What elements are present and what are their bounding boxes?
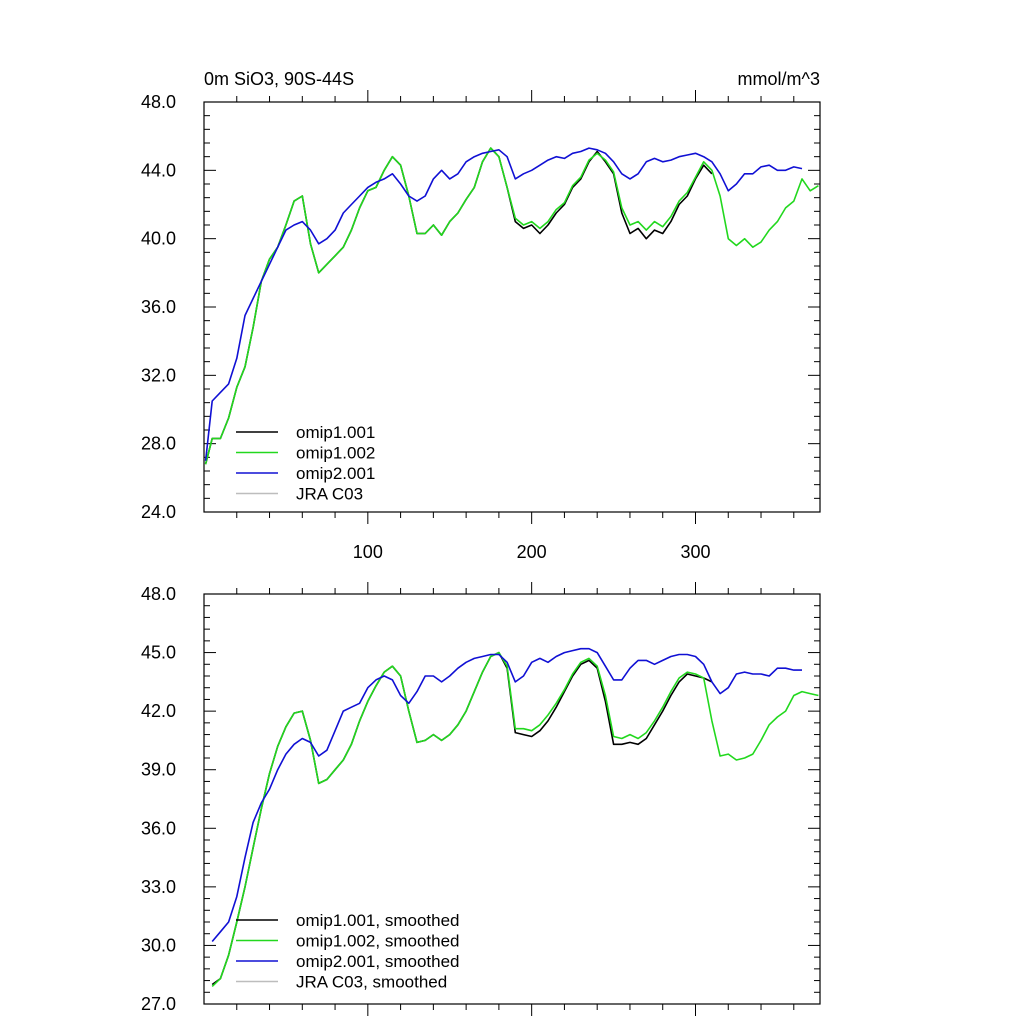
bottom-series	[211, 647, 819, 987]
top-ytick-label: 24.0	[141, 502, 176, 522]
top-series-line-2	[204, 147, 819, 465]
bottom-ticks	[204, 582, 820, 1016]
top-panel: 0m SiO3, 90S-44S mmol/m^3 48.0 44.0 40.0 36…	[141, 69, 821, 562]
top-ticks	[204, 90, 820, 524]
bottom-ytick-label: 27.0	[141, 994, 176, 1014]
top-ytick-label: 36.0	[141, 297, 176, 317]
top-ytick-label: 28.0	[141, 434, 176, 454]
top-ytick-label: 48.0	[141, 92, 176, 112]
bottom-tick-labels: 48.0 45.0 42.0 39.0 36.0 33.0 30.0 27.0	[141, 584, 176, 1014]
top-xtick-label: 100	[353, 542, 383, 562]
top-legend-label: omip2.001	[296, 464, 375, 483]
bottom-legend-label: JRA C03, smoothed	[296, 973, 447, 992]
top-ytick-label: 44.0	[141, 160, 176, 180]
top-xtick-label: 200	[517, 542, 547, 562]
top-legend-label: omip1.002	[296, 444, 375, 463]
bottom-ytick-label: 45.0	[141, 643, 176, 663]
top-panel-title: 0m SiO3, 90S-44S	[204, 69, 354, 89]
top-ytick-label: 40.0	[141, 229, 176, 249]
bottom-series-line-2	[211, 651, 819, 987]
top-series-line-3	[204, 147, 803, 461]
top-legend-label: omip1.001	[296, 423, 375, 442]
top-tick-labels: 48.0 44.0 40.0 36.0 32.0 28.0 24.0 100 200 300	[141, 92, 711, 562]
bottom-ytick-label: 42.0	[141, 701, 176, 721]
top-legend-label: JRA C03	[296, 485, 363, 504]
top-series	[204, 147, 819, 465]
bottom-series-line-1	[211, 651, 713, 986]
bottom-series-line-3	[211, 647, 802, 943]
bottom-ytick-label: 33.0	[141, 877, 176, 897]
bottom-panel: 48.0 45.0 42.0 39.0 36.0 33.0 30.0 27.0 omip1.0…	[141, 582, 821, 1016]
bottom-plot-frame	[203, 593, 821, 1005]
top-ytick-label: 32.0	[141, 365, 176, 385]
top-panel-units: mmol/m^3	[738, 69, 820, 89]
bottom-legend-label: omip2.001, smoothed	[296, 952, 460, 971]
bottom-ytick-label: 36.0	[141, 818, 176, 838]
top-series-line-1	[204, 147, 713, 465]
bottom-ytick-label: 30.0	[141, 935, 176, 955]
bottom-ytick-label: 39.0	[141, 760, 176, 780]
bottom-legend: omip1.001, smoothed omip1.002, smoothedom…	[236, 911, 460, 992]
bottom-legend-label: omip1.002, smoothed	[296, 932, 460, 951]
bottom-ytick-label: 48.0	[141, 584, 176, 604]
bottom-legend-label: omip1.001, smoothed	[296, 911, 460, 930]
top-xtick-label: 300	[680, 542, 710, 562]
